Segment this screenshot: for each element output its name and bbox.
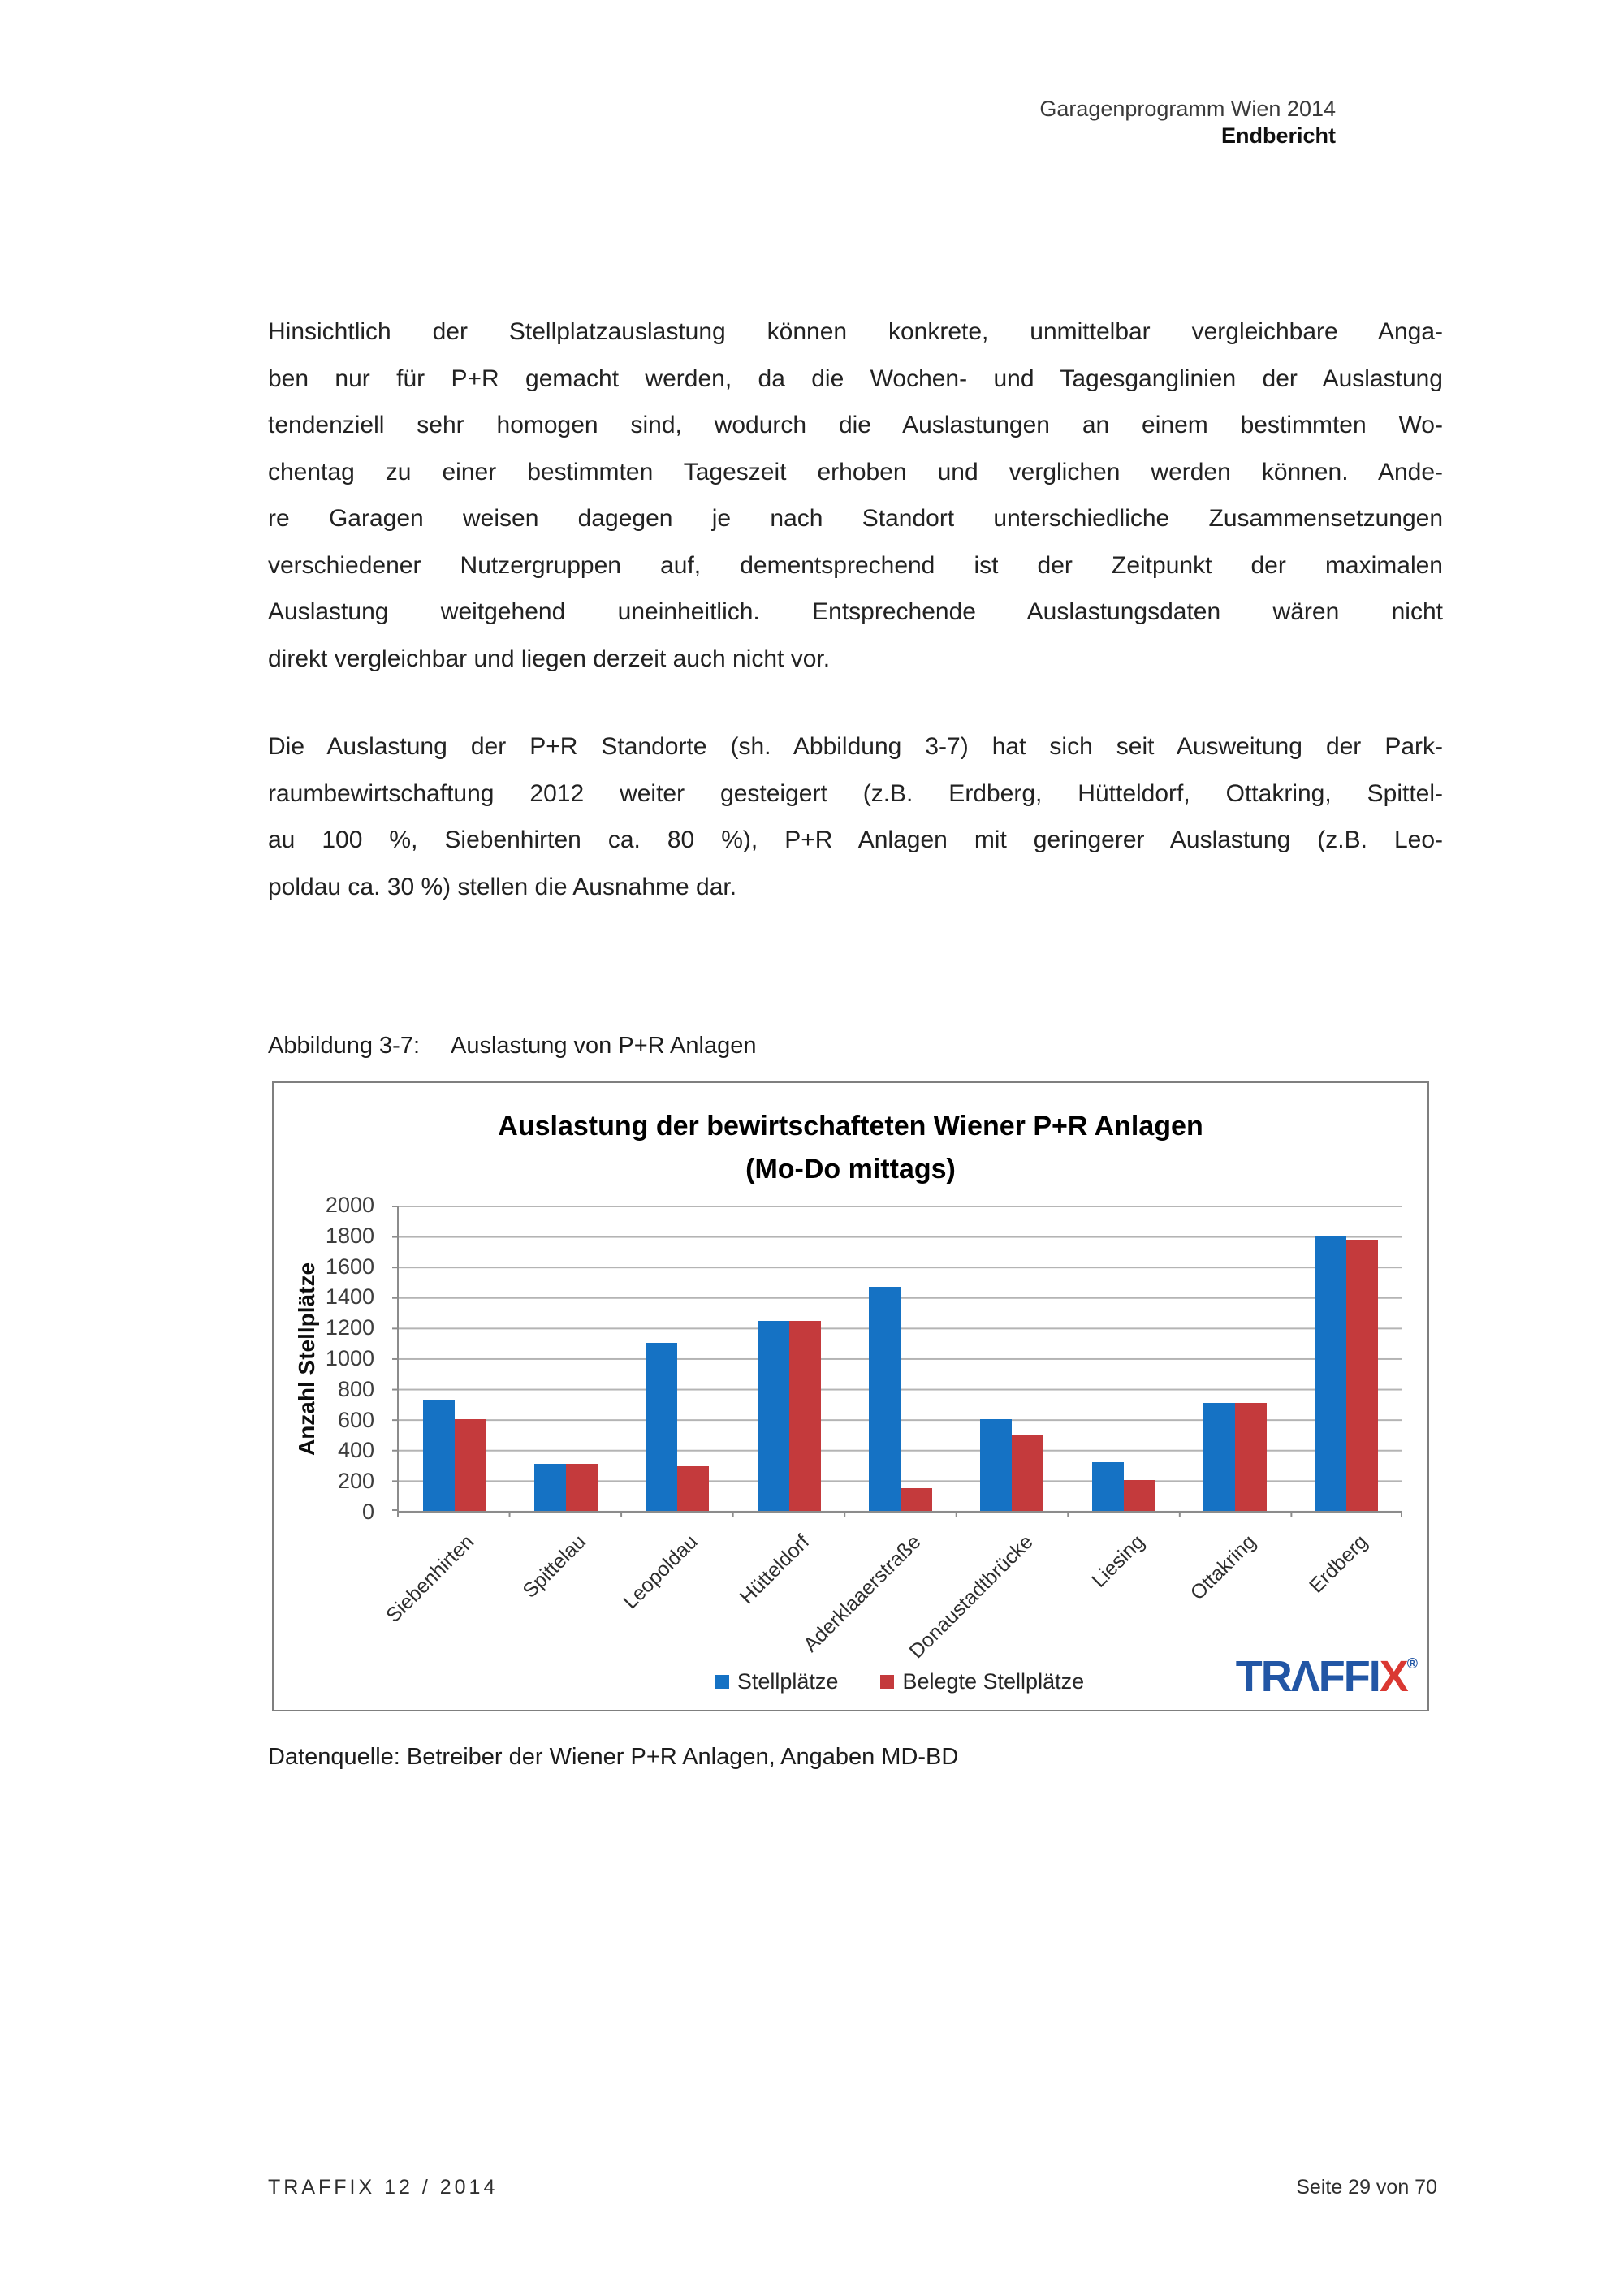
x-axis-label: Leopoldau	[619, 1530, 702, 1614]
bar-stellplaetze	[757, 1320, 789, 1511]
bar-group	[510, 1206, 621, 1511]
text-line: poldau ca. 30 %) stellen die Ausnahme da…	[268, 873, 737, 900]
text-line: Die Auslastung der P+R Standorte (sh. Ab…	[268, 733, 1443, 760]
bar-stellplaetze	[980, 1419, 1013, 1511]
footer-page-number: Seite 29 von 70	[1296, 2176, 1437, 2199]
bar-group	[957, 1206, 1068, 1511]
figure-caption-text: Auslastung von P+R Anlagen	[451, 1033, 757, 1059]
page-footer: TRAFFIX 12 / 2014 Seite 29 von 70	[268, 2176, 1437, 2199]
text-line: chentag zu einer bestimmten Tageszeit er…	[268, 458, 1443, 486]
text-line: direkt vergleichbar und liegen derzeit a…	[268, 645, 831, 672]
bar-group	[1068, 1206, 1179, 1511]
bar-group	[844, 1206, 956, 1511]
y-axis-tick-marks	[392, 1206, 399, 1511]
x-axis-label: Hütteldorf	[735, 1530, 814, 1609]
paragraph-1: Hinsichtlich der Stellplatzauslastung kö…	[268, 318, 1443, 692]
text-line: re Garagen weisen dagegen je nach Stando…	[268, 505, 1443, 532]
y-axis-tick-label: 400	[337, 1438, 374, 1463]
traffix-logo: TRΛFFIX®	[1236, 1651, 1418, 1702]
y-axis-tick-label: 800	[337, 1376, 374, 1401]
x-axis-label: Liesing	[1087, 1530, 1149, 1592]
legend-swatch-icon	[715, 1675, 729, 1689]
x-axis-label: Siebenhirten	[382, 1530, 479, 1628]
text-line: au 100 %, Siebenhirten ca. 80 %), P+R An…	[268, 826, 1443, 853]
y-axis-tick-label: 2000	[325, 1192, 374, 1217]
bar-belegte-stellplaetze	[454, 1419, 486, 1511]
logo-text-red: X	[1379, 1652, 1409, 1701]
bar-group	[622, 1206, 733, 1511]
x-axis-labels: Siebenhirten Spittelau Leopoldau Hütteldorf…	[382, 1513, 1402, 1663]
bar-stellplaetze	[533, 1463, 566, 1511]
y-axis-tick-label: 600	[337, 1407, 374, 1432]
bar-group	[1179, 1206, 1290, 1511]
y-axis-tick-label: 1400	[325, 1284, 374, 1310]
bar-stellplaetze	[1091, 1461, 1124, 1511]
chart-legend: Stellplätze Belegte Stellplätze	[397, 1669, 1402, 1694]
text-line: ben nur für P+R gemacht werden, da die W…	[268, 365, 1443, 392]
text-line: Hinsichtlich der Stellplatzauslastung kö…	[268, 318, 1443, 345]
x-axis-label: Ottakring	[1186, 1530, 1261, 1605]
y-axis-tick-label: 200	[337, 1469, 374, 1494]
header-report-type: Endbericht	[1220, 123, 1336, 148]
text-line: verschiedener Nutzergruppen auf, dements…	[268, 551, 1443, 579]
x-axis-tick-marks	[397, 1511, 1402, 1517]
chart-plot-area	[392, 1206, 1402, 1517]
text-line: tendenziell sehr homogen sind, wodurch d…	[268, 412, 1443, 438]
bar-belegte-stellplaetze	[1346, 1240, 1379, 1511]
chart-title-line2: (Mo-Do mittags)	[745, 1154, 956, 1185]
legend-item-belegte-stellplaetze: Belegte Stellplätze	[880, 1669, 1084, 1694]
x-axis-label: Erdberg	[1305, 1530, 1373, 1598]
data-source-note: Datenquelle: Betreiber der Wiener P+R An…	[268, 1744, 959, 1770]
y-axis-tick-label: 1600	[325, 1254, 374, 1279]
logo-text-blue: TRΛFFI	[1235, 1652, 1381, 1701]
bar-stellplaetze	[422, 1399, 455, 1511]
chart-container: Auslastung der bewirtschafteten Wiener P…	[272, 1081, 1429, 1711]
bar-belegte-stellplaetze	[900, 1487, 932, 1511]
bar-belegte-stellplaetze	[565, 1463, 598, 1511]
y-axis-tick-label: 1000	[325, 1345, 374, 1370]
bar-belegte-stellplaetze	[677, 1466, 710, 1511]
bar-belegte-stellplaetze	[788, 1320, 821, 1511]
bar-stellplaetze	[1315, 1236, 1347, 1511]
y-axis-tick-label: 1800	[325, 1223, 374, 1248]
chart-title-line1: Auslastung der bewirtschafteten Wiener P…	[498, 1111, 1203, 1142]
figure-caption-label: Abbildung 3-7:	[268, 1033, 421, 1059]
y-axis-tick-label: 1200	[325, 1315, 374, 1340]
y-axis-tick-label: 0	[361, 1499, 374, 1524]
footer-author-date: TRAFFIX 12 / 2014	[268, 2176, 499, 2199]
text-line: Auslastung weitgehend uneinheitlich. Ent…	[268, 598, 1443, 625]
legend-label: Belegte Stellplätze	[902, 1669, 1085, 1694]
bar-stellplaetze	[646, 1343, 678, 1511]
bar-belegte-stellplaetze	[1234, 1402, 1267, 1511]
bar-belegte-stellplaetze	[1012, 1435, 1044, 1511]
bar-group	[733, 1206, 844, 1511]
text-line: raumbewirtschaftung 2012 weiter gesteige…	[268, 779, 1443, 807]
x-axis-label: Aderklaaerstraße	[799, 1530, 926, 1657]
legend-swatch-icon	[880, 1675, 895, 1689]
bar-belegte-stellplaetze	[1123, 1480, 1155, 1511]
bar-stellplaetze	[1203, 1402, 1235, 1511]
y-axis-ticks: 2000 1800 1600 1400 1200 1000 800 600 400 200 0	[274, 1193, 389, 1524]
legend-label: Stellplätze	[736, 1669, 839, 1694]
x-axis-label: Spittelau	[518, 1530, 591, 1603]
bar-stellplaetze	[868, 1286, 901, 1511]
chart-title: Auslastung der bewirtschafteten Wiener P…	[274, 1111, 1427, 1185]
page-header: Garagenprogramm Wien 2014 Endbericht	[1039, 96, 1336, 149]
registered-mark-icon: ®	[1406, 1655, 1418, 1672]
bar-groups	[399, 1206, 1402, 1511]
bar-group	[1291, 1206, 1402, 1511]
paragraph-2: Die Auslastung der P+R Standorte (sh. Ab…	[268, 733, 1443, 920]
header-project-title: Garagenprogramm Wien 2014	[1039, 97, 1336, 121]
legend-item-stellplaetze: Stellplätze	[715, 1669, 839, 1694]
bar-group	[399, 1206, 510, 1511]
x-axis-label: Donaustadtbrücke	[905, 1530, 1038, 1664]
figure-caption: Abbildung 3-7: Auslastung von P+R Anlage…	[268, 1033, 756, 1060]
